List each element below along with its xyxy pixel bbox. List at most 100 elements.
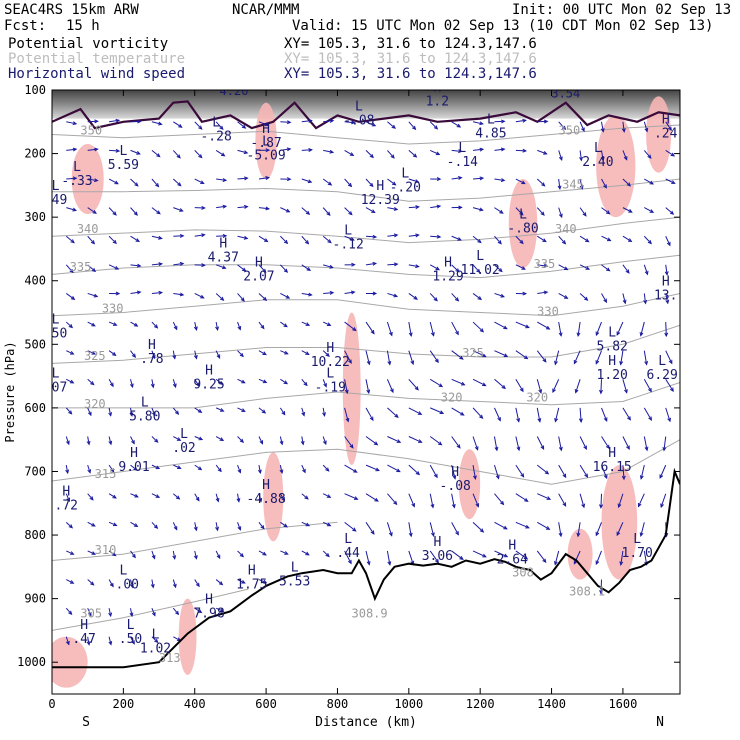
extremum-type: L [658, 354, 666, 369]
wind-vector [451, 378, 465, 386]
pv-shade-region [71, 144, 104, 214]
wind-vector-head [625, 269, 630, 274]
wind-vector-head [500, 293, 505, 298]
x-tick-label: 400 [184, 697, 206, 711]
wind-vector [66, 550, 74, 555]
wind-vector-head [344, 389, 349, 395]
wind-vector [87, 607, 92, 616]
extremum-type: H [262, 122, 270, 137]
wind-vector [108, 407, 112, 416]
wind-vector-head [179, 292, 185, 297]
wind-vector-head [387, 360, 392, 366]
isentrope-label: 325 [84, 349, 106, 363]
wind-vector [108, 350, 116, 356]
wind-vector-head [600, 128, 605, 133]
wind-vector-head [494, 446, 499, 452]
wind-vector-head [197, 409, 203, 413]
wind-vector [258, 321, 265, 329]
wind-vector-head [112, 239, 117, 245]
extremum-value: 5.80 [129, 409, 160, 424]
wind-vector-head [583, 445, 587, 451]
wind-vector [108, 178, 119, 185]
wind-vector [408, 436, 422, 443]
wind-vector [322, 178, 332, 186]
wind-vector-head [304, 495, 309, 500]
wind-vector [301, 407, 305, 416]
wind-vector [258, 579, 267, 584]
extremum-type: H [205, 592, 213, 607]
wind-vector-head [66, 497, 71, 503]
wind-vector [387, 493, 397, 505]
field-name-wind: Horizontal wind speed [8, 66, 186, 82]
wind-vector [365, 350, 370, 365]
endpoint-right: N [656, 715, 664, 730]
wind-vector-head [582, 212, 587, 217]
wind-vector [65, 321, 73, 328]
wind-vector-head [87, 411, 92, 417]
fcst-value: 15 h [66, 18, 100, 34]
wind-vector [215, 407, 224, 412]
wind-vector-head [558, 213, 563, 219]
wind-vector-head [396, 468, 401, 473]
wind-vector-head [623, 156, 628, 161]
wind-vector-head [154, 638, 159, 644]
wind-vector [280, 235, 288, 244]
wind-vector [322, 493, 331, 498]
wind-vector-head [94, 178, 99, 183]
wind-vector-head [172, 355, 177, 360]
wind-vector-head [558, 446, 563, 452]
wind-vector [87, 493, 94, 501]
wind-vector [130, 149, 141, 155]
wind-vector-head [91, 267, 97, 273]
extremum-value: -4.88 [247, 492, 286, 507]
wind-vector-head [137, 119, 142, 124]
wind-vector [301, 521, 310, 527]
wind-vector [493, 436, 498, 451]
wind-vector [430, 235, 441, 238]
wind-vector-head [500, 178, 506, 182]
isentrope-label: 310 [95, 543, 117, 557]
wind-vector-head [369, 416, 374, 422]
wind-vector [601, 293, 607, 303]
wind-vector [573, 350, 581, 364]
wind-vector-head [241, 124, 247, 129]
wind-vector [665, 178, 675, 184]
wind-vector [151, 407, 156, 416]
wind-vector [130, 207, 138, 216]
extremum-value: 1.2 [426, 95, 449, 110]
pv-contour-label: 3.54 [551, 87, 580, 101]
wind-vector [130, 321, 138, 327]
wind-vector [215, 350, 221, 359]
wind-vector [494, 148, 505, 151]
wind-vector-head [308, 148, 313, 152]
wind-vector [258, 350, 267, 356]
wind-vector-head [435, 266, 440, 271]
wind-vector-head [219, 408, 225, 412]
extremum-value: -.08 [440, 479, 471, 494]
wind-vector [151, 292, 162, 294]
wind-vector [215, 264, 226, 269]
wind-vector [537, 521, 550, 530]
y-tick-label: 800 [24, 528, 46, 542]
isentrope-310 [52, 521, 338, 561]
wind-vector-head [218, 581, 224, 586]
wind-vector [387, 407, 399, 418]
wind-vector [577, 522, 581, 537]
wind-vector [622, 293, 626, 304]
wind-vector [536, 407, 541, 422]
wind-vector [665, 264, 668, 275]
wind-vector-head [459, 355, 464, 360]
wind-vector [558, 293, 568, 299]
wind-vector [172, 579, 177, 588]
wind-vector [387, 234, 398, 237]
wind-vector-head [417, 411, 423, 415]
wind-vector [515, 350, 528, 360]
wind-vector-head [644, 127, 649, 133]
wind-vector-head [348, 211, 353, 216]
wind-vector-head [373, 441, 379, 446]
wind-vector [473, 177, 484, 180]
wind-vector [579, 178, 583, 189]
wind-vector-head [648, 387, 652, 393]
wind-vector [643, 407, 652, 421]
wind-vector [600, 579, 602, 594]
